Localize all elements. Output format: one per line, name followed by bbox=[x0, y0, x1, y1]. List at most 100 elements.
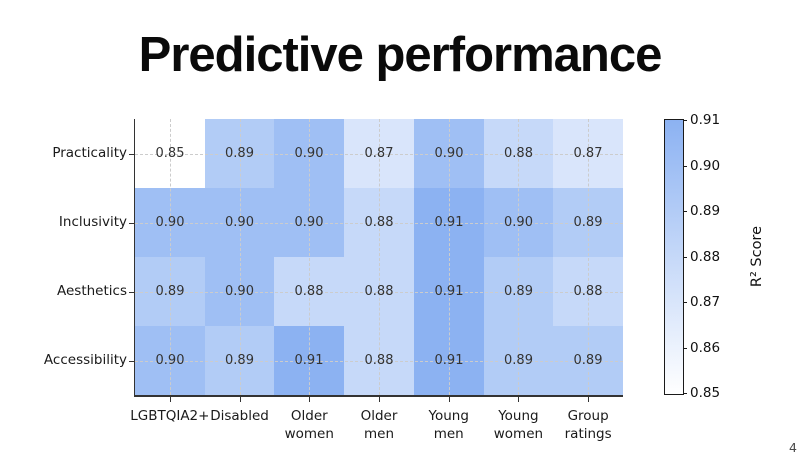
heatmap-cell-value: 0.89 bbox=[155, 284, 185, 299]
heatmap-cell-value: 0.91 bbox=[294, 353, 324, 368]
heatmap-cell-value: 0.90 bbox=[504, 215, 533, 230]
heatmap-cell-value: 0.88 bbox=[364, 284, 394, 299]
gridline-vertical bbox=[518, 119, 520, 395]
heatmap-cell-value: 0.90 bbox=[155, 353, 185, 368]
heatmap-cell: 0.87 bbox=[553, 119, 623, 188]
x-axis-tick bbox=[169, 396, 171, 402]
y-axis-tick bbox=[128, 222, 134, 224]
heatmap-cell-value: 0.88 bbox=[294, 284, 324, 299]
heatmap-cell-value: 0.89 bbox=[225, 146, 254, 161]
heatmap-cell: 0.91 bbox=[414, 326, 484, 395]
heatmap-cell: 0.90 bbox=[135, 188, 205, 257]
row-label: Aesthetics bbox=[57, 282, 127, 299]
heatmap-cell: 0.91 bbox=[414, 188, 484, 257]
heatmap-cell: 0.85 bbox=[135, 119, 205, 188]
axis-spine-bottom bbox=[133, 395, 623, 397]
heatmap-cell-value: 0.90 bbox=[225, 215, 254, 230]
heatmap-cell-value: 0.88 bbox=[364, 353, 394, 368]
heatmap-cell: 0.89 bbox=[484, 326, 553, 395]
heatmap-cell-value: 0.87 bbox=[364, 146, 394, 161]
row-label: Accessibility bbox=[43, 351, 127, 368]
gridline-vertical bbox=[169, 119, 171, 395]
heatmap-cell-value: 0.85 bbox=[155, 146, 185, 161]
heatmap-cell-value: 0.89 bbox=[504, 284, 533, 299]
heatmap-cell: 0.88 bbox=[553, 257, 623, 326]
heatmap-cell-value: 0.90 bbox=[434, 146, 464, 161]
gridline-vertical bbox=[309, 119, 311, 395]
heatmap-cell: 0.91 bbox=[414, 257, 484, 326]
gridline-horizontal bbox=[135, 153, 623, 155]
colorbar-tick bbox=[683, 347, 687, 349]
heatmap-cell-value: 0.91 bbox=[434, 215, 464, 230]
heatmap-cell-value: 0.87 bbox=[573, 146, 603, 161]
heatmap-cell: 0.90 bbox=[414, 119, 484, 188]
colorbar-tick bbox=[683, 302, 687, 304]
colorbar-tick bbox=[683, 120, 687, 121]
x-axis-tick bbox=[379, 396, 380, 402]
heatmap-cell: 0.90 bbox=[135, 326, 205, 395]
column-label: Group ratings bbox=[564, 408, 612, 442]
x-axis-tick bbox=[239, 396, 241, 402]
gridline-vertical bbox=[588, 119, 590, 395]
heatmap-cell: 0.88 bbox=[274, 257, 344, 326]
colorbar-tick-label: 0.91 bbox=[690, 112, 721, 128]
heatmap-cell: 0.88 bbox=[484, 119, 553, 188]
heatmap-cell-value: 0.91 bbox=[434, 353, 464, 368]
gridline-horizontal bbox=[135, 222, 623, 224]
heatmap-cell: 0.89 bbox=[205, 326, 274, 395]
heatmap-cell-value: 0.90 bbox=[294, 215, 324, 230]
heatmap-cell: 0.87 bbox=[344, 119, 414, 188]
heatmap-cell: 0.88 bbox=[344, 257, 414, 326]
row-label: Practicality bbox=[52, 144, 127, 161]
x-axis-tick bbox=[448, 396, 450, 402]
colorbar-tick bbox=[683, 211, 687, 213]
column-label: Young women bbox=[493, 408, 544, 442]
gridline-horizontal bbox=[135, 360, 623, 362]
x-axis-tick bbox=[309, 396, 311, 402]
colorbar-tick bbox=[683, 393, 687, 395]
colorbar-tick-label: 0.87 bbox=[690, 294, 721, 311]
heatmap-cell: 0.90 bbox=[274, 188, 344, 257]
colorbar-axis-label-text: R² Score bbox=[749, 226, 765, 288]
column-label: LGBTQIA2+ bbox=[130, 408, 210, 424]
colorbar-tick bbox=[683, 165, 687, 167]
colorbar-tick-label: 0.88 bbox=[690, 248, 721, 265]
slide-title: Predictive performance bbox=[138, 28, 663, 82]
page-number: 4 bbox=[789, 440, 797, 455]
colorbar-tick bbox=[683, 256, 687, 258]
heatmap-cell: 0.89 bbox=[135, 257, 205, 326]
heatmap-cell: 0.88 bbox=[344, 326, 414, 395]
x-axis-tick bbox=[588, 396, 590, 402]
axis-spine-left bbox=[133, 119, 135, 397]
heatmap-cell-value: 0.88 bbox=[364, 215, 394, 230]
heatmap-cell-value: 0.91 bbox=[434, 284, 464, 299]
gridline-vertical bbox=[448, 119, 450, 395]
heatmap-cell: 0.89 bbox=[553, 188, 623, 257]
heatmap-cell: 0.90 bbox=[205, 188, 274, 257]
gridline-vertical bbox=[379, 119, 380, 395]
y-axis-tick bbox=[128, 291, 134, 293]
colorbar-tick-label: 0.89 bbox=[690, 203, 721, 220]
x-axis-tick bbox=[518, 396, 520, 402]
heatmap-cell: 0.88 bbox=[344, 188, 414, 257]
y-axis-tick bbox=[128, 153, 134, 155]
colorbar-axis-label: R² Score bbox=[747, 119, 767, 395]
column-label: Young men bbox=[428, 408, 469, 442]
column-label: Older women bbox=[284, 408, 334, 442]
gridline-horizontal bbox=[135, 291, 623, 293]
heatmap-cell: 0.90 bbox=[274, 119, 344, 188]
row-label: Inclusivity bbox=[58, 213, 127, 230]
heatmap-cell: 0.89 bbox=[484, 257, 553, 326]
heatmap-cell-value: 0.90 bbox=[155, 215, 185, 230]
heatmap-cell-value: 0.88 bbox=[573, 284, 603, 299]
heatmap-cell-value: 0.88 bbox=[504, 146, 533, 161]
y-axis-tick bbox=[128, 360, 134, 362]
colorbar: 0.85 0.86 0.87 0.88 0.89 0.90 0.91 bbox=[664, 112, 720, 401]
heatmap-cell-value: 0.90 bbox=[294, 146, 324, 161]
heatmap-cell-value: 0.89 bbox=[573, 353, 603, 368]
heatmap-cell: 0.89 bbox=[205, 119, 274, 188]
heatmap-plot: 0.85 0.89 0.90 0.87 0.90 0.88 0.87 0.90 0.90 0.90… bbox=[135, 119, 623, 395]
column-label: Older men bbox=[360, 408, 398, 442]
heatmap-cell-value: 0.89 bbox=[504, 353, 533, 368]
